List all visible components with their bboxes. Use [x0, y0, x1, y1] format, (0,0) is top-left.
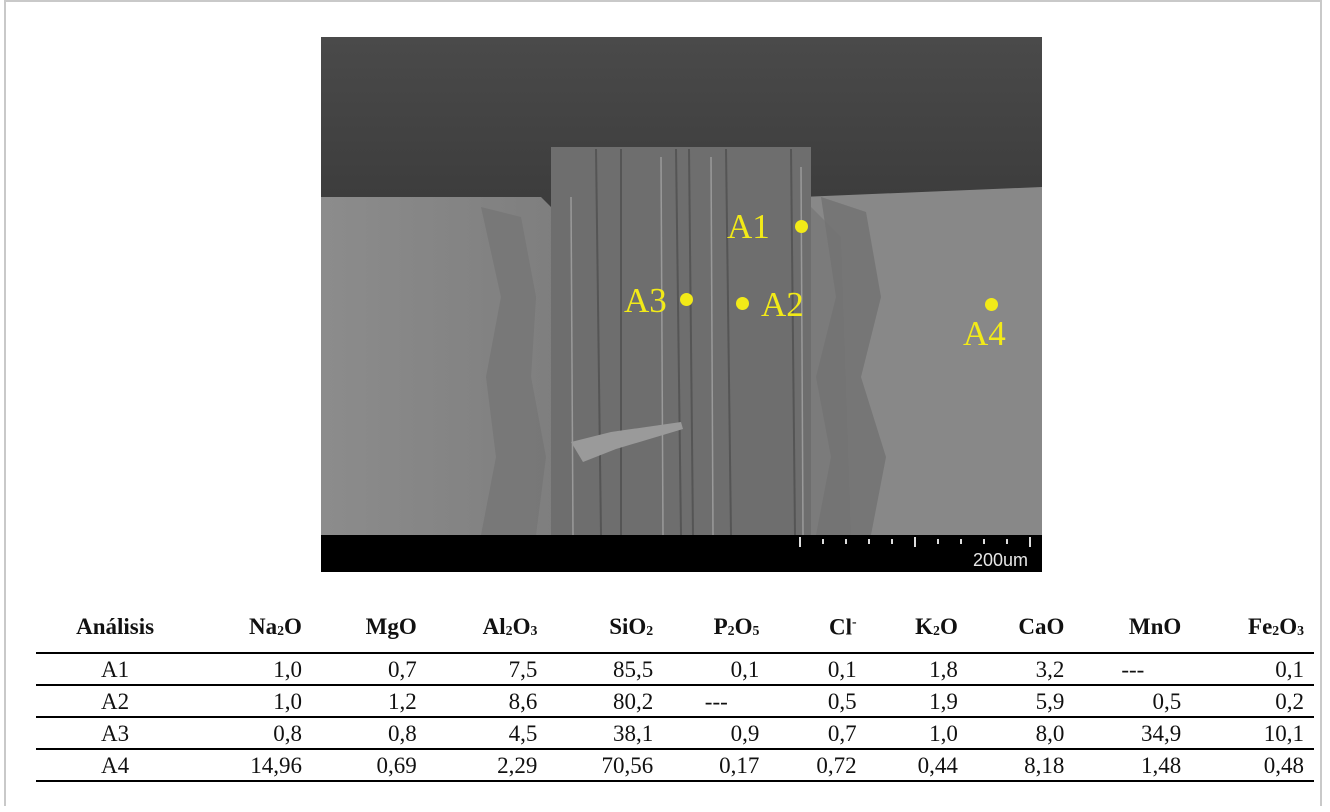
row-label: A2: [36, 685, 195, 718]
scale-tick: [845, 539, 847, 544]
micrograph-image: [321, 37, 1042, 537]
table-cell: 8,18: [967, 749, 1075, 782]
scale-tick: [799, 537, 801, 547]
table-cell: 5,9: [967, 685, 1075, 718]
table-cell: 0,44: [866, 749, 968, 782]
scale-bar: 200um: [321, 535, 1042, 572]
table-cell: 14,96: [194, 749, 312, 782]
table-cell: 70,56: [547, 749, 664, 782]
table-cell: 0,1: [663, 653, 770, 686]
table-cell: ---: [663, 685, 770, 718]
table-cell: 1,0: [194, 653, 312, 686]
header-sio2: SiO2: [547, 606, 664, 654]
scale-tick: [914, 537, 916, 547]
table-cell: 38,1: [547, 717, 664, 750]
scale-tick: [868, 539, 870, 544]
table-cell: 0,69: [311, 749, 427, 782]
table-cell: 0,5: [769, 685, 867, 718]
scale-tick: [960, 539, 962, 544]
table-cell: 8,0: [967, 717, 1075, 750]
table-cell: 4,5: [426, 717, 548, 750]
table-cell: 0,9: [663, 717, 770, 750]
header-al2o3: Al2O3: [426, 606, 548, 654]
figure-frame: [4, 0, 1322, 806]
table-cell: 1,0: [194, 685, 312, 718]
table-cell: 0,17: [663, 749, 770, 782]
header-mgo: MgO: [311, 606, 427, 654]
point-a1-marker: [795, 220, 808, 233]
table-cell: 0,72: [769, 749, 867, 782]
table-cell: 80,2: [547, 685, 664, 718]
scale-tick: [822, 539, 824, 544]
table-cell: 0,1: [1191, 653, 1314, 686]
table-cell: 0,8: [311, 717, 427, 750]
composition-table: Análisis Na2O MgO Al2O3 SiO2 P2O5 Cl- K2…: [36, 606, 1314, 782]
table-row: A1 1,0 0,7 7,5 85,5 0,1 0,1 1,8 3,2 --- 0,1: [36, 653, 1314, 686]
table-cell: 0,5: [1074, 685, 1192, 718]
table-cell: 1,2: [311, 685, 427, 718]
table-cell: 0,8: [194, 717, 312, 750]
table-row: A4 14,96 0,69 2,29 70,56 0,17 0,72 0,44 8,18 1,48…: [36, 749, 1314, 782]
scale-label: 200um: [972, 550, 1028, 570]
sem-micrograph: A1 A2 A3 A4 200um: [321, 37, 1042, 572]
table-cell: 34,9: [1074, 717, 1192, 750]
table-cell: ---: [1074, 653, 1192, 686]
table-cell: 1,9: [866, 685, 968, 718]
table-cell: 0,7: [769, 717, 867, 750]
scale-tick: [891, 539, 893, 544]
header-cl: Cl-: [769, 606, 867, 654]
point-a2-marker: [736, 297, 749, 310]
header-mno: MnO: [1074, 606, 1192, 654]
point-a3-label: A3: [624, 281, 667, 320]
header-cao: CaO: [967, 606, 1075, 654]
header-fe2o3: Fe2O3: [1191, 606, 1314, 654]
scale-tick: [983, 539, 985, 544]
table-row: A2 1,0 1,2 8,6 80,2 --- 0,5 1,9 5,9 0,5 0,2: [36, 685, 1314, 718]
table-cell: 8,6: [426, 685, 548, 718]
row-label: A3: [36, 717, 195, 750]
point-a3-marker: [680, 293, 693, 306]
row-label: A1: [36, 653, 195, 686]
table-cell: 7,5: [426, 653, 548, 686]
table-cell: 85,5: [547, 653, 664, 686]
table-cell: 0,7: [311, 653, 427, 686]
point-a2-label: A2: [761, 285, 804, 324]
header-p2o5: P2O5: [663, 606, 770, 654]
table-cell: 0,2: [1191, 685, 1314, 718]
header-na2o: Na2O: [194, 606, 312, 654]
table-cell: 0,1: [769, 653, 867, 686]
table-cell: 1,0: [866, 717, 968, 750]
table-cell: 2,29: [426, 749, 548, 782]
scale-tick: [1029, 537, 1031, 547]
table-row: A3 0,8 0,8 4,5 38,1 0,9 0,7 1,0 8,0 34,9 10,1: [36, 717, 1314, 750]
scale-tick: [937, 539, 939, 544]
table-cell: 1,8: [866, 653, 968, 686]
table-header-row: Análisis Na2O MgO Al2O3 SiO2 P2O5 Cl- K2…: [36, 606, 1314, 654]
header-k2o: K2O: [866, 606, 968, 654]
row-label: A4: [36, 749, 195, 782]
table-cell: 3,2: [967, 653, 1075, 686]
header-analisis: Análisis: [36, 606, 195, 654]
table-cell: 1,48: [1074, 749, 1192, 782]
table-cell: 10,1: [1191, 717, 1314, 750]
point-a1-label: A1: [727, 207, 770, 246]
point-a4-label: A4: [963, 314, 1006, 353]
table-cell: 0,48: [1191, 749, 1314, 782]
point-a4-marker: [985, 298, 998, 311]
table-body: A1 1,0 0,7 7,5 85,5 0,1 0,1 1,8 3,2 --- 0,1 A2 1,0 1,…: [36, 653, 1314, 782]
scale-tick: [1006, 539, 1008, 544]
